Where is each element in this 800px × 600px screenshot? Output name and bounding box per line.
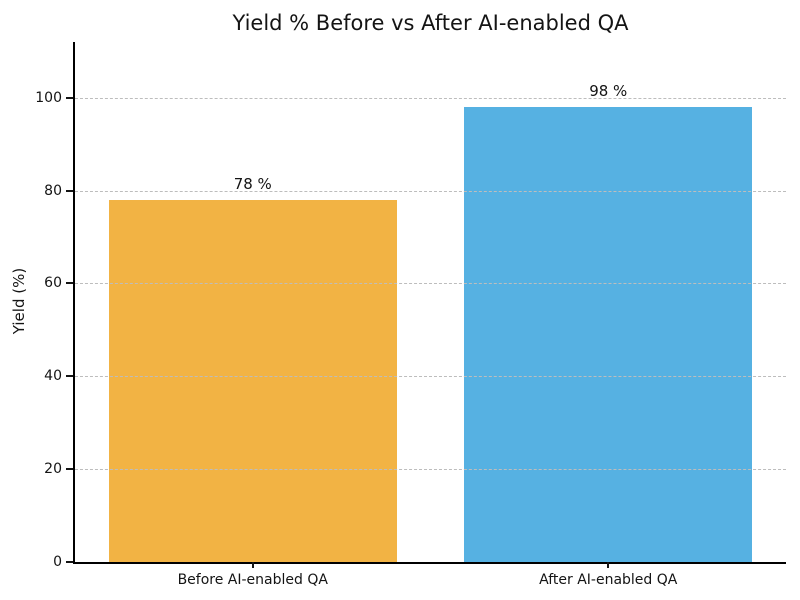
gridline-y-100 — [75, 97, 786, 99]
bar-value-label-after: 98 % — [589, 82, 628, 100]
chart-title: Yield % Before vs After AI-enabled QA — [232, 11, 629, 35]
y-tick-mark-60 — [66, 282, 73, 285]
x-axis-spine — [73, 562, 786, 564]
y-tick-mark-0 — [66, 561, 73, 563]
y-axis-spine — [73, 42, 75, 564]
y-tick-label-40: 40 — [44, 368, 62, 385]
y-tick-mark-40 — [66, 375, 73, 378]
gridline-y-40 — [75, 376, 786, 378]
y-tick-label-20: 20 — [44, 461, 62, 478]
x-tick-mark-1 — [251, 562, 254, 568]
bar-before — [108, 199, 397, 562]
x-tick-label-after: After AI-enabled QA — [539, 572, 678, 588]
bar-after — [464, 107, 753, 562]
y-tick-mark-80 — [66, 189, 73, 192]
bar-value-label-before: 78 % — [233, 174, 272, 193]
gridline-y-20 — [75, 469, 786, 471]
plot-area: 78 % 98 % — [73, 42, 786, 564]
y-tick-label-60: 60 — [44, 275, 62, 292]
y-tick-label-0: 0 — [53, 554, 62, 570]
gridline-y-60 — [75, 283, 786, 285]
gridline-y-80 — [75, 190, 786, 192]
y-tick-label-100: 100 — [35, 89, 62, 106]
y-tick-mark-20 — [66, 468, 73, 471]
x-tick-mark-2 — [607, 562, 610, 568]
y-tick-mark-100 — [66, 96, 73, 99]
x-tick-label-before: Before AI-enabled QA — [177, 572, 328, 588]
y-tick-label-80: 80 — [44, 182, 62, 199]
